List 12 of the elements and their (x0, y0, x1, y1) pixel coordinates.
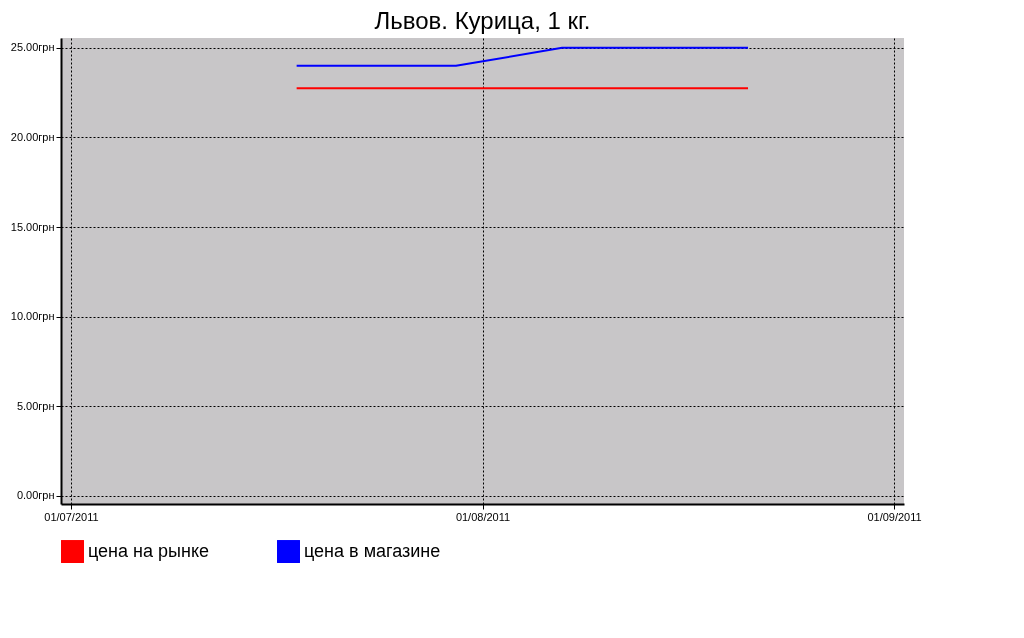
legend-label: цена на рынке (88, 540, 209, 561)
x-tick-label: 01/08/2011 (455, 510, 511, 523)
y-tick-label: 5.00грн (16, 399, 55, 412)
legend-label: цена в магазине (304, 540, 441, 561)
y-tick-label: 25.00грн (10, 41, 55, 54)
y-tick-label: 0.00грн (16, 489, 55, 502)
x-tick-label: 01/09/2011 (867, 510, 922, 523)
y-tick-label: 15.00грн (10, 220, 55, 233)
y-tick-label: 10.00грн (10, 310, 55, 323)
chart-title: Львов. Курица, 1 кг. (374, 7, 591, 34)
y-tick-label: 20.00грн (10, 130, 55, 143)
x-tick-label: 01/07/2011 (44, 510, 99, 523)
